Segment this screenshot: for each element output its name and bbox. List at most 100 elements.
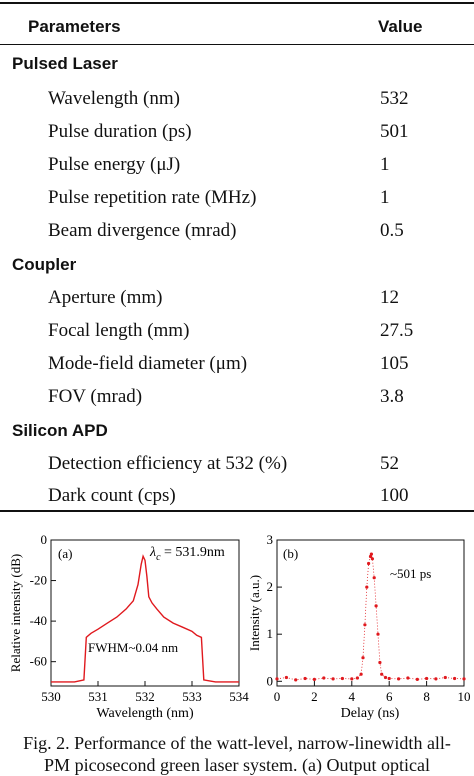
y-tick-label: -40 — [30, 613, 47, 628]
x-tick-label: 2 — [311, 689, 318, 704]
series-line — [51, 554, 239, 683]
chart-b-data — [275, 552, 466, 682]
data-point — [425, 676, 429, 681]
y-tick-label: 0 — [41, 532, 48, 547]
header-parameters: Parameters — [28, 17, 121, 36]
x-tick-label: 0 — [274, 689, 281, 704]
table-row-label: Pulse energy (μJ) — [48, 154, 181, 175]
data-point — [312, 677, 316, 681]
data-point — [370, 557, 374, 561]
data-point — [387, 676, 391, 681]
data-point — [453, 676, 457, 681]
section-title: Silicon APD — [12, 421, 108, 440]
x-tick-label: 533 — [182, 689, 202, 704]
lambda-subscript: c — [156, 552, 161, 563]
data-point — [372, 576, 376, 580]
series-trace — [276, 552, 465, 681]
data-point — [383, 675, 388, 680]
x-tick-label: 6 — [386, 689, 393, 704]
table-row-value: 27.5 — [380, 320, 414, 341]
caption-line: PM picosecond green laser system. (a) Ou… — [44, 755, 430, 775]
chart-a-xlabel: Wavelength (nm) — [96, 706, 194, 721]
data-point — [363, 623, 367, 627]
data-point — [397, 677, 401, 681]
table-row-value: 1 — [380, 154, 390, 175]
chart-a-tick-labels: 530 531 532 533 534 -60 -40 -20 0 — [30, 532, 250, 704]
x-tick-label: 532 — [135, 689, 155, 704]
x-tick-label: 4 — [349, 689, 356, 704]
table-row-label: Detection efficiency at 532 (%) — [48, 453, 288, 474]
chart-b-ticks — [276, 539, 465, 686]
table-header-rule — [0, 44, 474, 45]
data-point — [359, 672, 363, 676]
table-row-value: 532 — [380, 88, 409, 109]
data-point — [378, 660, 382, 665]
chart-a-lambda-annotation: λc = 531.9nm — [149, 545, 225, 563]
data-point — [331, 677, 335, 681]
data-point — [355, 676, 359, 680]
table-top-rule — [0, 2, 474, 4]
data-point — [443, 675, 447, 680]
x-tick-label: 530 — [41, 689, 61, 704]
section-title: Coupler — [12, 255, 77, 274]
table-row-value: 12 — [380, 287, 399, 308]
header-value: Value — [378, 17, 423, 36]
table-row-label: Focal length (mm) — [48, 320, 190, 341]
y-tick-label: -20 — [30, 573, 47, 588]
data-point — [275, 677, 279, 681]
table-row-label: FOV (mrad) — [48, 386, 143, 407]
chart-a-fwhm-annotation: FWHM~0.04 nm — [88, 640, 178, 655]
x-tick-label: 10 — [458, 689, 471, 704]
data-point — [284, 675, 288, 680]
table-row-label: Beam divergence (mrad) — [48, 220, 237, 241]
y-tick-label: 3 — [267, 532, 274, 547]
chart-b-frame — [276, 539, 465, 687]
x-tick-label: 534 — [229, 689, 249, 704]
section-title: Pulsed Laser — [12, 54, 118, 73]
chart-a-tag: (a) — [58, 546, 72, 561]
data-point — [374, 604, 378, 608]
y-tick-label: -60 — [30, 654, 47, 669]
data-point — [294, 678, 298, 682]
table-row-value: 1 — [380, 187, 390, 208]
data-point — [367, 561, 371, 566]
data-point — [462, 677, 466, 681]
x-tick-label: 8 — [423, 689, 430, 704]
chart-b-xlabel: Delay (ns) — [341, 706, 400, 721]
chart-b-ylabel: Intensity (a.u.) — [247, 575, 262, 651]
data-point — [434, 677, 438, 681]
table-row-label: Pulse duration (ps) — [48, 121, 192, 142]
table-row-label: Mode-field diameter (μm) — [48, 353, 248, 374]
table-row-value: 52 — [380, 453, 399, 474]
chart-b-tag: (b) — [283, 546, 298, 561]
lambda-symbol: λ — [149, 545, 156, 560]
table-row-value: 501 — [380, 121, 409, 142]
y-tick-label: 0 — [267, 673, 274, 688]
table-row-value: 100 — [380, 485, 409, 506]
table-row-label: Pulse repetition rate (MHz) — [48, 187, 257, 208]
x-tick-label: 531 — [88, 689, 108, 704]
table-row-value: 105 — [380, 353, 409, 374]
caption-line: Fig. 2. Performance of the watt-level, n… — [23, 733, 451, 753]
data-point — [368, 554, 373, 559]
figure-caption: Fig. 2. Performance of the watt-level, n… — [0, 732, 474, 776]
table-row-value: 3.8 — [380, 386, 404, 407]
table-row-label: Dark count (cps) — [48, 485, 176, 506]
table-row-label: Wavelength (nm) — [48, 88, 180, 109]
data-point — [369, 552, 373, 556]
data-point — [376, 632, 380, 636]
y-tick-label: 2 — [267, 579, 274, 594]
data-point — [350, 677, 354, 681]
chart-b-annotation: ~501 ps — [390, 566, 431, 581]
chart-a-ylabel: Relative intensity (dB) — [8, 554, 23, 672]
lambda-value: = 531.9nm — [161, 545, 225, 560]
table-bottom-rule — [0, 510, 474, 512]
data-point — [303, 676, 307, 681]
data-point — [340, 676, 344, 681]
figure: 530 531 532 533 534 -60 -40 -20 0 (a) λc = 531.9… — [8, 532, 471, 721]
data-point — [415, 677, 419, 681]
chart-b-tick-labels: 0 2 4 6 8 10 0 1 2 3 — [267, 532, 471, 704]
table-row-label: Aperture (mm) — [48, 287, 163, 308]
chart-panel-a: 530 531 532 533 534 -60 -40 -20 0 (a) λc = 531.9… — [8, 532, 249, 721]
chart-a-data — [51, 554, 239, 683]
